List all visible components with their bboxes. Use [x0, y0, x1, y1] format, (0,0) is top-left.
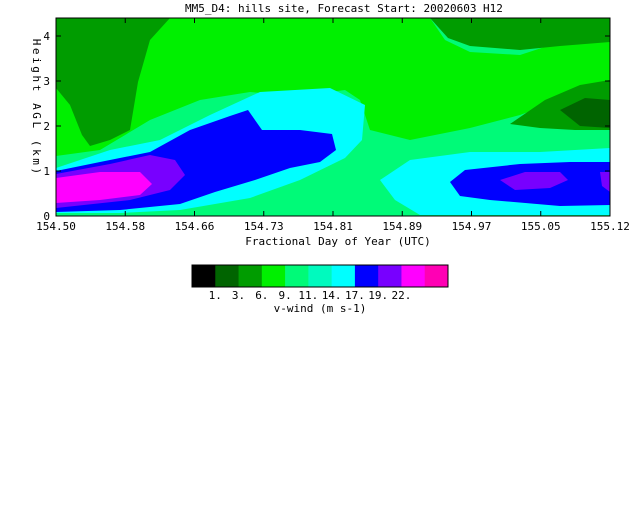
colorbar-tick-label: 6.: [255, 289, 268, 302]
y-axis-label-char: h: [30, 75, 43, 82]
colorbar-swatch: [308, 265, 333, 287]
y-axis-label-char: t: [30, 85, 43, 92]
colorbar-tick-label: 22.: [392, 289, 412, 302]
colorbar-tick-label: 1.: [209, 289, 222, 302]
contour-band-17-19-right: [500, 172, 568, 190]
y-axis-label-char: ): [30, 167, 43, 174]
y-axis-label-char: k: [30, 149, 43, 156]
contour-band-17-19-edge: [600, 172, 610, 192]
colorbar-swatch: [331, 265, 356, 287]
y-axis-label-char: g: [30, 66, 43, 73]
colorbar-label: v-wind (m s-1): [274, 302, 367, 315]
y-tick-label: 3: [43, 75, 50, 88]
colorbar-tick-label: 9.: [278, 289, 291, 302]
y-axis-label-char: (: [30, 140, 43, 147]
x-axis: 154.50 154.58 154.66 154.73 154.81 154.89 154.…: [36, 18, 630, 233]
y-axis-label-char: m: [30, 158, 43, 165]
contour-band-3-6-upper-right: [430, 18, 610, 50]
colorbar: 1. 3. 6. 9. 11. 14. 17. 19. 22.: [191, 264, 449, 302]
x-tick-label: 154.89: [382, 220, 422, 233]
y-axis-label-char: G: [30, 112, 43, 119]
y-tick-label: 4: [43, 30, 50, 43]
contour-band-19-22-left: [56, 172, 152, 203]
x-tick-label: 154.73: [244, 220, 284, 233]
colorbar-swatch: [238, 265, 263, 287]
contour-band-3-6-upper-left: [56, 18, 170, 146]
x-tick-label: 155.12: [590, 220, 630, 233]
y-axis-label-char: e: [30, 48, 43, 55]
colorbar-tick-label: 19.: [368, 289, 388, 302]
colorbar-swatch: [424, 265, 449, 287]
colorbar-swatch: [215, 265, 240, 287]
colorbar-tick-label: 14.: [322, 289, 342, 302]
x-tick-label: 154.58: [105, 220, 145, 233]
colorbar-swatch: [401, 265, 426, 287]
chart-title: MM5_D4: hills site, Forecast Start: 2002…: [185, 2, 503, 15]
colorbar-swatch: [285, 265, 309, 287]
x-tick-label: 155.05: [521, 220, 561, 233]
y-tick-label: 1: [43, 165, 50, 178]
contour-field: [56, 18, 610, 216]
x-axis-label: Fractional Day of Year (UTC): [245, 235, 430, 248]
contour-band-1-3-right: [560, 98, 610, 128]
x-tick-label: 154.50: [36, 220, 76, 233]
y-axis: 0 1 2 3 4: [43, 30, 610, 223]
colorbar-frame: [191, 264, 449, 288]
colorbar-swatch: [354, 265, 379, 287]
y-axis-label-char: i: [30, 57, 43, 64]
colorbar-swatch: [261, 265, 286, 287]
colorbar-tick-label: 17.: [345, 289, 365, 302]
y-axis-label-char: H: [30, 39, 43, 46]
y-tick-label: 0: [43, 210, 50, 223]
colorbar-tick-label: 11.: [298, 289, 318, 302]
colorbar-swatch: [192, 265, 216, 287]
y-tick-label: 2: [43, 120, 50, 133]
x-tick-label: 154.66: [175, 220, 215, 233]
colorbar-tick-label: 3.: [232, 289, 245, 302]
colorbar-swatch: [378, 265, 402, 287]
contour-band-6-9-upper: [56, 18, 610, 156]
y-axis-label-char: A: [30, 103, 43, 110]
x-tick-label: 154.81: [313, 220, 353, 233]
x-tick-label: 154.97: [452, 220, 492, 233]
y-axis-label-char: L: [30, 121, 43, 128]
